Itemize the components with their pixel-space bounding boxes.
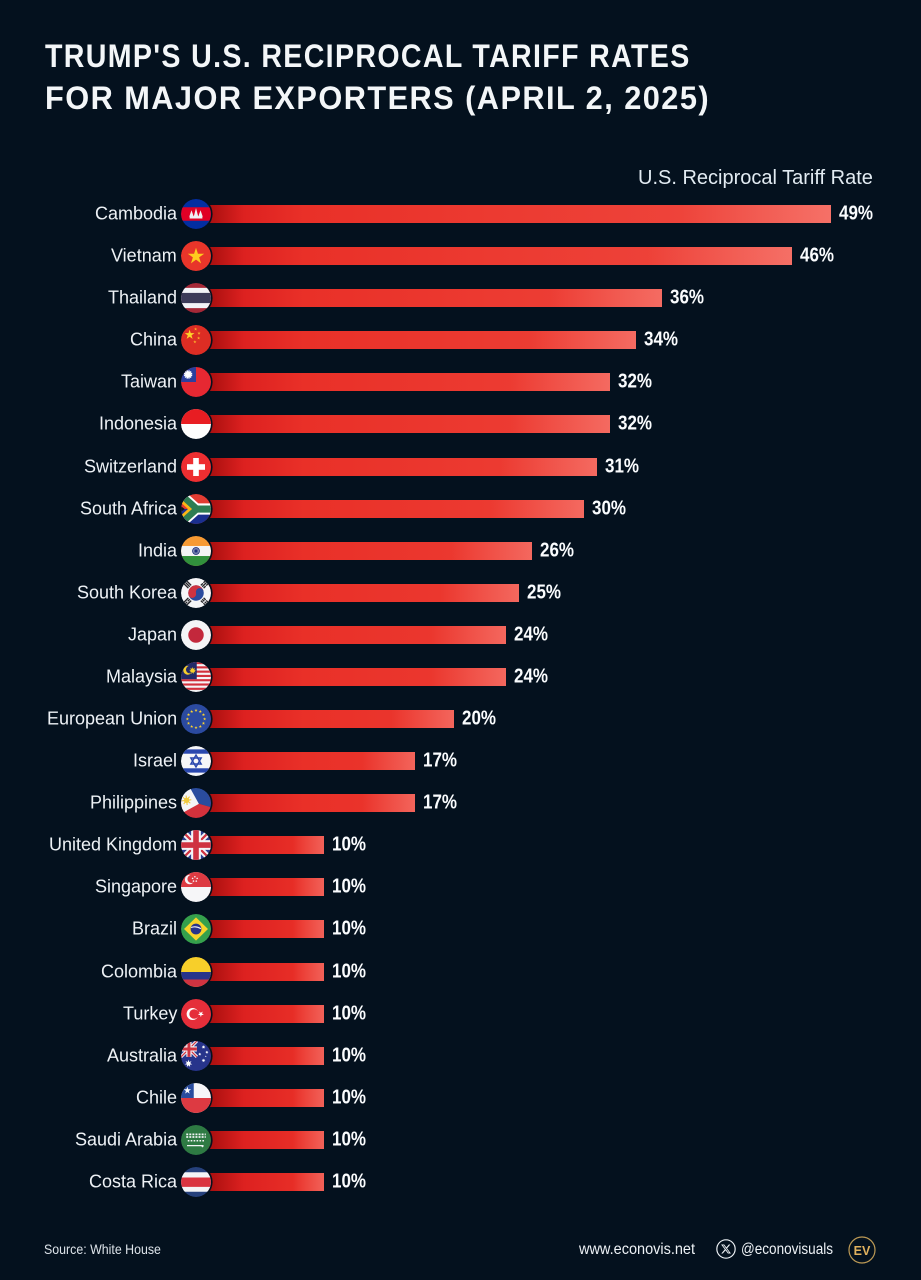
svg-text:EV: EV <box>854 1244 871 1258</box>
